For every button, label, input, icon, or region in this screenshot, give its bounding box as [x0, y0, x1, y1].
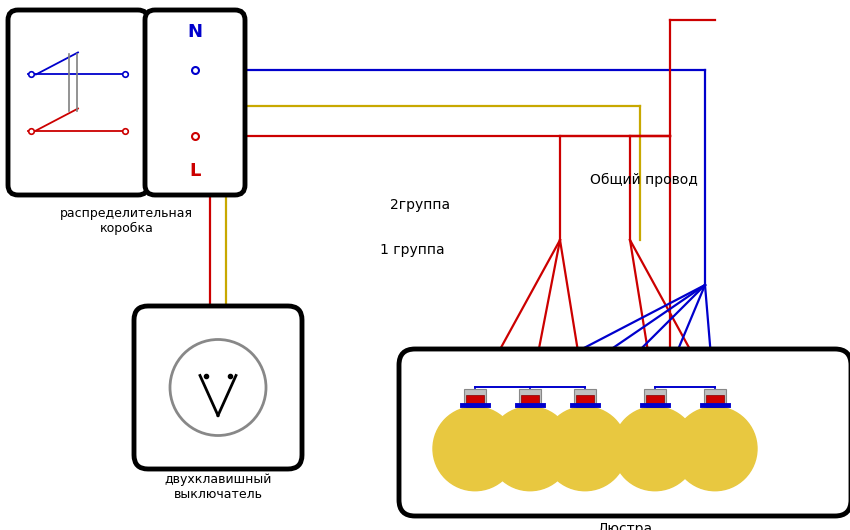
Text: Люстра: Люстра: [598, 522, 653, 530]
Text: 2группа: 2группа: [390, 198, 451, 212]
Text: 1 группа: 1 группа: [380, 243, 445, 257]
Text: N: N: [188, 23, 202, 41]
Circle shape: [673, 407, 757, 491]
FancyBboxPatch shape: [646, 395, 664, 407]
FancyBboxPatch shape: [134, 306, 302, 469]
Text: L: L: [190, 162, 201, 180]
Text: распределительная
коробка: распределительная коробка: [60, 207, 193, 235]
FancyBboxPatch shape: [519, 388, 541, 407]
FancyBboxPatch shape: [399, 349, 850, 516]
FancyBboxPatch shape: [466, 395, 484, 407]
FancyBboxPatch shape: [145, 10, 245, 195]
FancyBboxPatch shape: [704, 388, 726, 407]
Circle shape: [433, 407, 517, 491]
Circle shape: [613, 407, 697, 491]
Text: двухклавишный
выключатель: двухклавишный выключатель: [164, 473, 272, 501]
FancyBboxPatch shape: [644, 388, 666, 407]
FancyBboxPatch shape: [8, 10, 148, 195]
FancyBboxPatch shape: [464, 388, 486, 407]
FancyBboxPatch shape: [576, 395, 594, 407]
Text: Общий провод: Общий провод: [590, 173, 698, 187]
FancyBboxPatch shape: [706, 395, 724, 407]
FancyBboxPatch shape: [574, 388, 596, 407]
Circle shape: [543, 407, 627, 491]
Circle shape: [488, 407, 572, 491]
FancyBboxPatch shape: [521, 395, 539, 407]
